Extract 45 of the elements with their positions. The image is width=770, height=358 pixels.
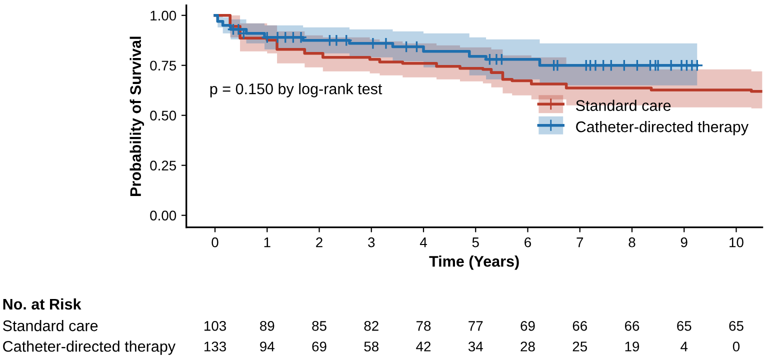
y-tick-label: Catheter-directed therapy [3, 340, 176, 355]
annotation: p = 0.150 by log-rank test [210, 83, 382, 98]
data-label: 42 [416, 342, 431, 352]
text: No. at Risk [3, 298, 82, 310]
y-tick-label: 0.75 [150, 60, 176, 71]
data-label: 19 [625, 342, 640, 352]
data-label: 94 [260, 342, 274, 352]
data-label: 85 [312, 321, 326, 331]
x-tick-label: 5 [472, 238, 479, 248]
x-tick-label: 1 [264, 238, 270, 248]
x-tick-label: 4 [420, 238, 427, 248]
x-tick-label: 7 [576, 238, 584, 248]
data-label: 4 [680, 342, 688, 352]
x-axis-title: Time (Years) [429, 256, 519, 270]
x-tick-label: 2 [316, 237, 322, 248]
data-label: 65 [729, 321, 744, 331]
legend-label: Standard care [576, 100, 671, 111]
data-label: 25 [572, 342, 588, 352]
data-label: 82 [364, 321, 378, 331]
data-label: 28 [520, 342, 535, 352]
data-label: 77 [468, 321, 483, 331]
data-label: 66 [572, 321, 587, 331]
data-label: 103 [204, 321, 226, 331]
y-tick-label: 0.25 [150, 160, 176, 171]
data-label: 78 [416, 321, 431, 331]
x-tick-label: 3 [368, 237, 375, 248]
y-tick-label: 1.00 [150, 10, 176, 21]
x-tick-label: 9 [680, 237, 688, 248]
x-tick-label: 6 [524, 237, 531, 248]
x-tick-label: 0 [212, 237, 218, 248]
legend-label: Catheter-directed therapy [576, 121, 749, 136]
y-tick-label: 0.50 [150, 110, 176, 121]
y-axis-title: Probability of Survival [130, 36, 144, 196]
data-label: 58 [364, 342, 378, 352]
data-label: 65 [677, 321, 692, 331]
data-label: 34 [468, 342, 483, 352]
x-tick-label: 10 [730, 237, 744, 248]
data-label: 133 [204, 342, 226, 352]
data-label: 69 [520, 321, 535, 331]
data-label: 66 [624, 321, 640, 331]
data-label: 89 [260, 321, 274, 331]
data-label: 69 [312, 342, 326, 352]
data-label: 0 [732, 342, 740, 352]
y-tick-label: 0.00 [150, 210, 176, 220]
x-tick-label: 8 [628, 237, 636, 248]
